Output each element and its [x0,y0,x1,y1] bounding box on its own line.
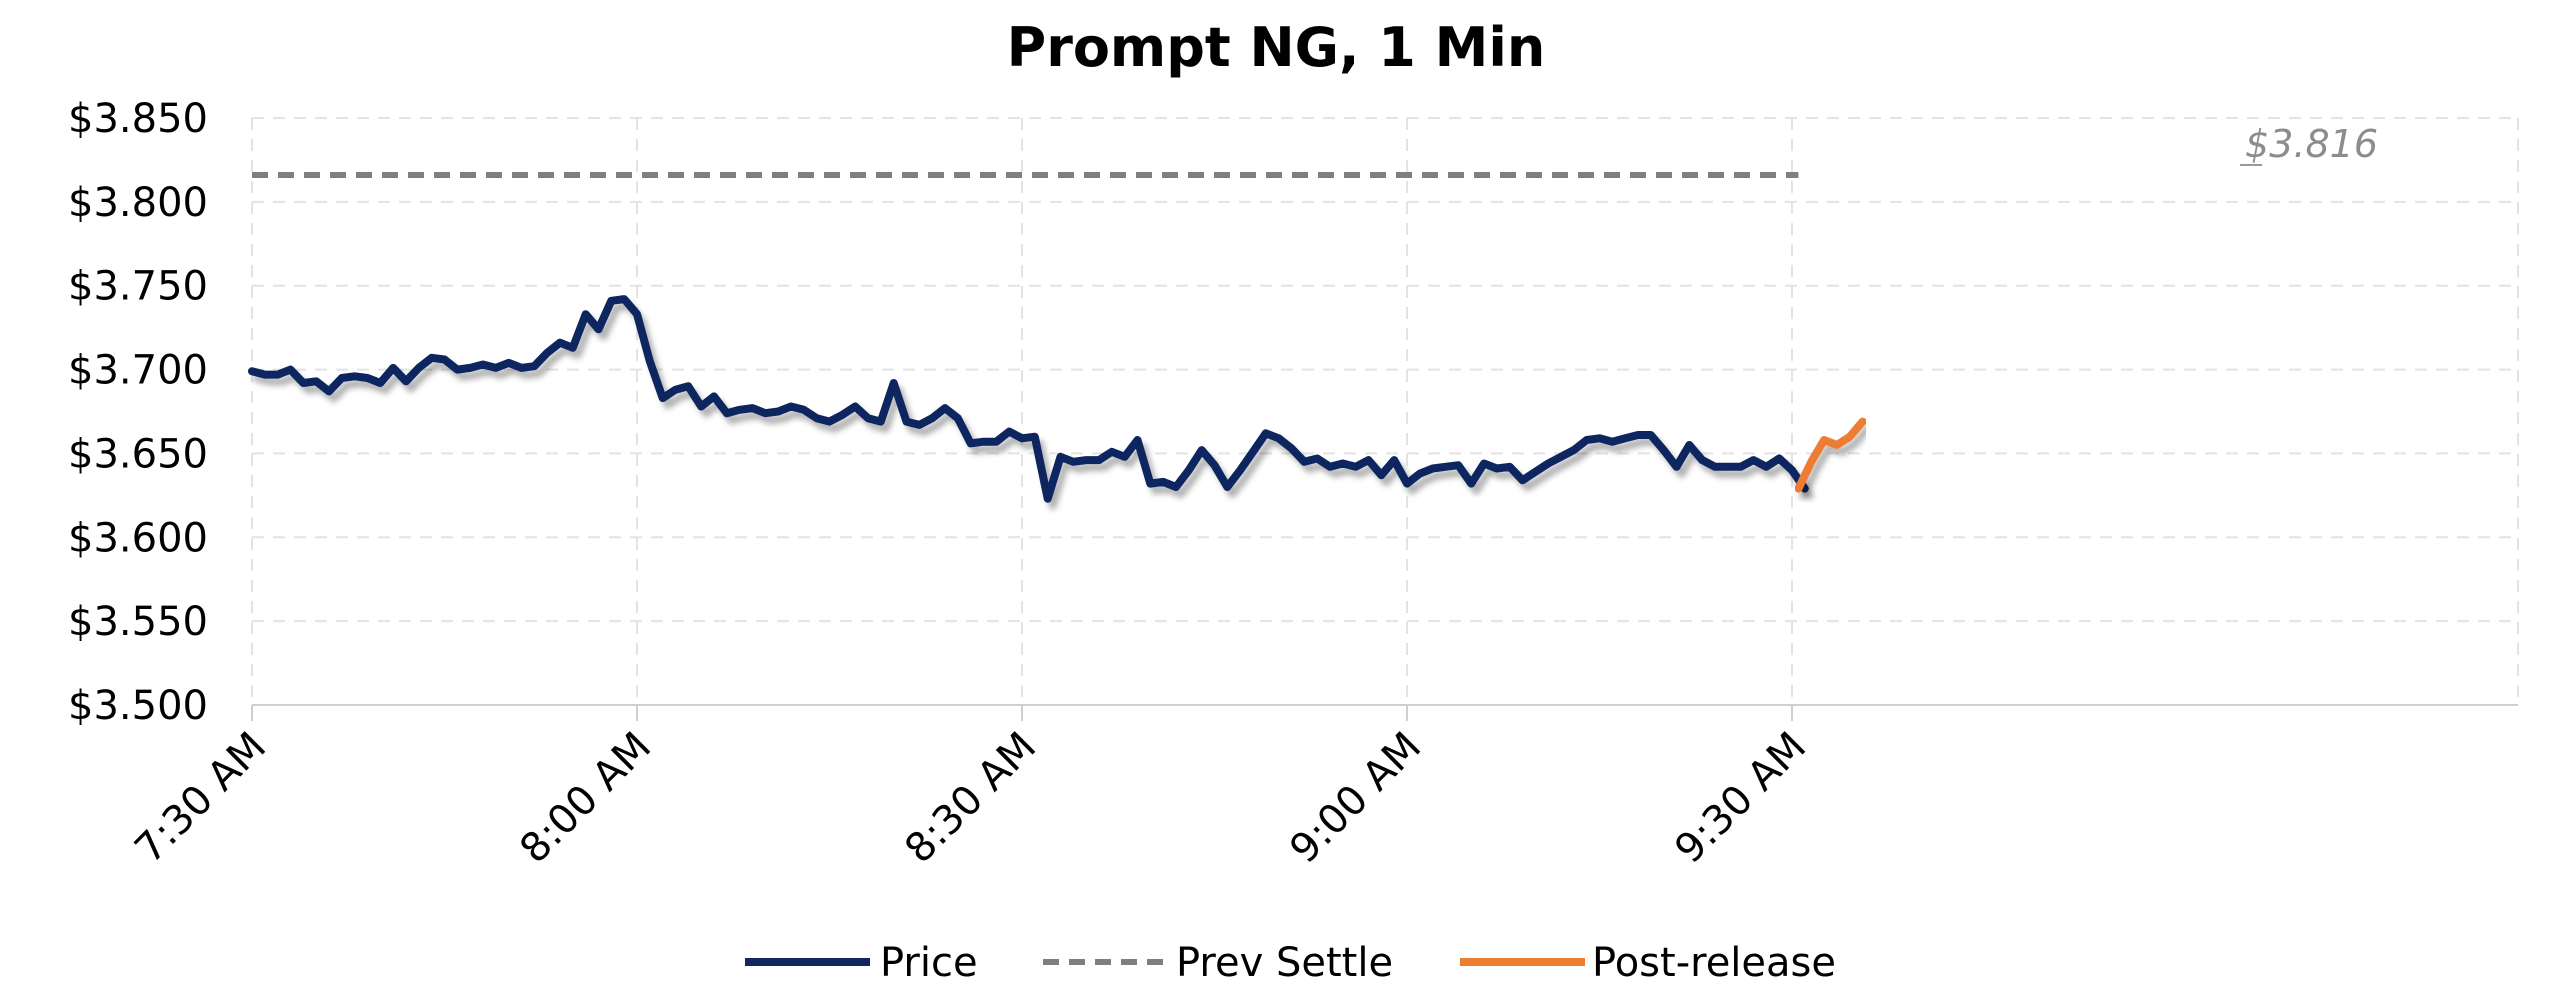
prev-settle-label: $3.816 [2245,122,2378,166]
series-price-line [248,295,1809,503]
y-tick-label: $3.650 [68,431,208,477]
legend-label-prev-settle: Prev Settle [1176,940,1393,986]
x-axis-ticks: 7:30 AM 8:00 AM 8:30 AM 9:00 AM 9:30 AM [126,724,1815,873]
y-tick-label: $3.600 [68,515,208,561]
y-axis-ticks: $3.850 $3.800 $3.750 $3.700 $3.650 $3.600 $3.5… [68,96,208,729]
y-tick-label: $3.500 [68,683,208,729]
annotations: $3.816 [2240,122,2378,167]
x-tick-label: 8:00 AM [511,724,660,873]
legend-label-price: Price [880,940,978,986]
x-tick-label: 9:30 AM [1666,724,1815,873]
legend: Price Prev Settle Post-release [745,940,1836,986]
y-tick-label: $3.550 [68,599,208,645]
series-lines [248,172,1867,503]
x-tick-label: 9:00 AM [1281,724,1430,873]
axes [251,704,2518,721]
series-post-release-line [1794,417,1867,493]
gridlines [251,117,2519,705]
y-tick-label: $3.700 [68,348,208,394]
y-tick-label: $3.750 [68,264,208,310]
x-tick-label: 8:30 AM [896,724,1045,873]
chart-title: Prompt NG, 1 Min [1007,16,1546,79]
x-tick-label: 7:30 AM [126,724,275,873]
legend-label-post-release: Post-release [1592,940,1836,986]
y-tick-label: $3.800 [68,180,208,226]
y-tick-label: $3.850 [68,96,208,142]
